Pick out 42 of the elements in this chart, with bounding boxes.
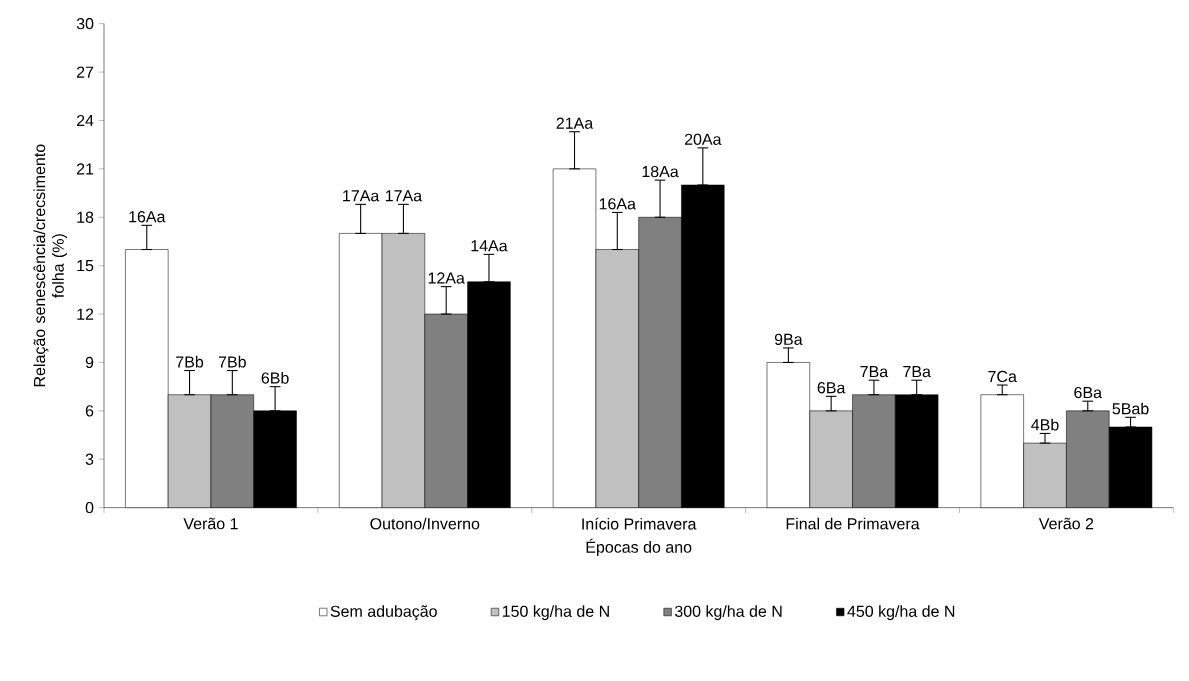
y-tick-label: 9 (85, 356, 94, 369)
y-tick-label: 12 (77, 308, 94, 320)
y-tick-label: 24 (76, 114, 94, 127)
x-tick-label: Outono/Inverno (370, 517, 480, 530)
y-tick-label: 27 (76, 66, 94, 78)
y-tick-label: 21 (76, 163, 94, 175)
x-axis-title: Épocas do ano (586, 538, 692, 556)
y-tick-label: 18 (77, 211, 94, 223)
data-label: 7Bb (176, 355, 204, 368)
data-label: 17Aa (385, 190, 423, 202)
data-label: 9Ba (774, 333, 803, 345)
data-label: 6Ba (817, 382, 846, 394)
x-tick-label: Verão 1 (183, 517, 238, 530)
legend-label: Sem adubação (330, 605, 437, 621)
data-label: 20Aa (684, 133, 722, 145)
x-tick-label: Verão 2 (1038, 517, 1094, 530)
data-label: 16Aa (599, 198, 636, 210)
data-label: 16Aa (129, 211, 166, 223)
data-label: 17Aa (343, 190, 380, 202)
data-label: 6Ba (1074, 386, 1102, 399)
y-tick-label: 3 (85, 453, 94, 465)
data-label: 6Bb (261, 371, 289, 384)
y-tick-label: 0 (85, 501, 94, 514)
data-label: 18Aa (642, 165, 679, 178)
data-label: 7Ca (988, 370, 1017, 383)
data-label: 7Bb (218, 355, 246, 368)
legend-label: 450 kg/ha de N (847, 605, 955, 621)
data-label: 4Bb (1031, 418, 1059, 431)
data-label: 14Aa (471, 240, 508, 252)
y-tick-label: 6 (85, 405, 94, 417)
y-tick-label: 30 (76, 18, 94, 30)
legend-label: 300 kg/ha de N (674, 605, 782, 621)
y-tick-label: 15 (77, 260, 94, 272)
data-label: 7Ba (903, 366, 931, 378)
data-label: 5Bab (1112, 402, 1149, 415)
y-axis-title: Relação senescência/crecsimento folha (%) (33, 144, 67, 387)
data-label: 12Aa (428, 272, 465, 284)
legend-label: 150 kg/ha de N (502, 605, 609, 621)
x-tick-label: Final de Primavera (786, 517, 920, 530)
x-tick-label: Início Primavera (582, 517, 697, 530)
data-label: 21Aa (556, 117, 594, 129)
data-label: 7Ba (860, 366, 889, 378)
